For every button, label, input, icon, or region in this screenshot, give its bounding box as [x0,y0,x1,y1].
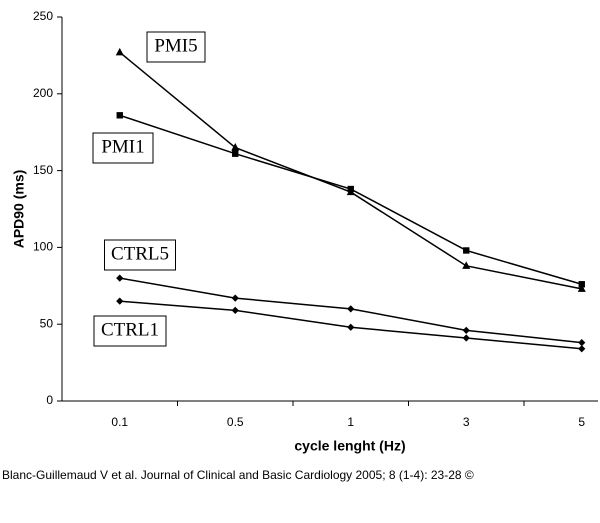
marker [462,326,470,334]
x-tick-label: 5 [578,415,585,429]
marker [578,345,586,353]
x-tick-label: 0.1 [111,415,128,429]
series-label: PMI1 [101,136,144,157]
y-axis-label: APD90 (ms) [11,170,27,249]
x-axis-label: cycle lenght (Hz) [294,438,405,454]
y-tick-label: 50 [40,316,54,330]
marker [347,305,355,313]
caption: Blanc-Guillemaud V et al. Journal of Cli… [2,468,474,482]
marker [578,339,586,347]
marker [347,185,354,193]
label-box [146,31,206,63]
marker [463,247,470,254]
series-line [119,114,582,285]
marker [462,261,471,269]
marker [116,112,123,119]
marker [231,143,240,151]
marker [231,294,239,302]
y-tick-label: 0 [46,393,53,407]
series-label: PMI5 [154,35,197,56]
marker [115,47,124,56]
marker [578,281,585,288]
series-line [119,51,582,290]
y-tick-label: 150 [33,163,53,177]
marker [347,323,355,331]
label-box [92,132,154,164]
x-tick-label: 3 [463,415,470,429]
label-box [104,239,176,271]
x-tick-label: 1 [347,415,354,429]
y-tick-label: 250 [33,9,53,23]
y-tick-label: 100 [33,240,53,254]
marker [577,284,586,292]
marker [116,274,124,282]
marker [116,297,124,305]
marker [231,306,239,314]
series-label: CTRL1 [101,319,159,340]
marker [462,334,470,342]
series-label: CTRL5 [111,243,169,264]
y-tick-label: 200 [33,86,53,100]
marker [232,150,239,157]
label-box [93,315,167,347]
x-tick-label: 0.5 [227,415,244,429]
